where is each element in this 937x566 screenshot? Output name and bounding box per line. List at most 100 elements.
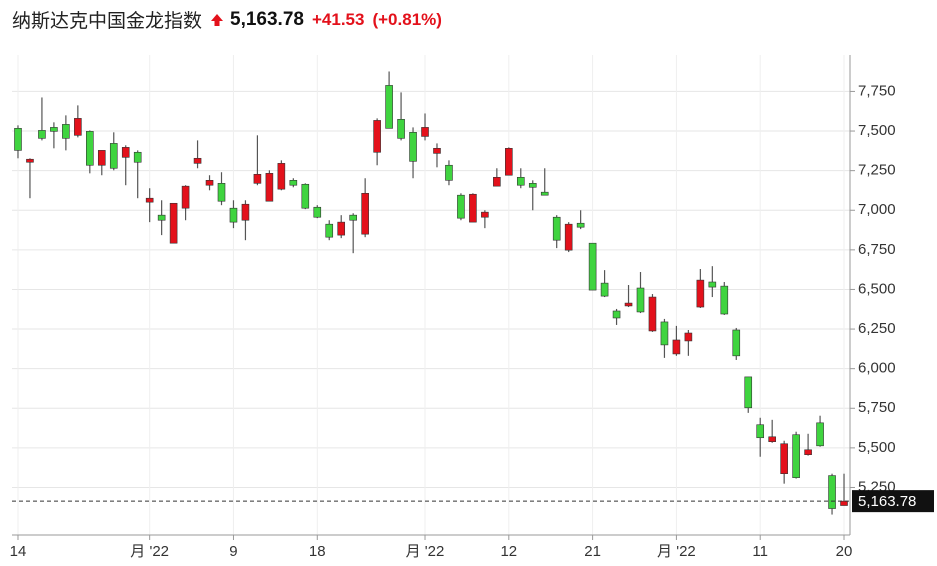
candle-body: [301, 183, 310, 209]
candle-body: [109, 143, 118, 169]
candle-body: [648, 296, 657, 332]
candle-body: [516, 176, 525, 186]
candle-body: [612, 310, 621, 319]
candle-body: [744, 376, 753, 409]
x-tick-label: 18: [309, 543, 326, 560]
y-tick-label: 6,750: [858, 241, 896, 258]
candle-body: [816, 422, 824, 447]
candle-body: [361, 192, 369, 235]
candle-body: [133, 151, 142, 163]
candle-body: [660, 321, 669, 346]
candle-body: [624, 302, 633, 307]
candle-body: [636, 287, 645, 313]
candle-body: [481, 211, 489, 218]
candle-body: [38, 130, 46, 139]
candle-body: [409, 132, 417, 162]
candle-body: [373, 120, 381, 153]
candle-body: [672, 339, 681, 355]
candle-body: [397, 119, 405, 139]
candle-body: [193, 157, 202, 164]
candle-body: [62, 124, 70, 139]
x-tick-label: 20: [836, 543, 853, 560]
change: +41.53: [311, 9, 365, 29]
x-tick-label: 月 '22: [130, 543, 169, 560]
candle-body: [121, 147, 130, 158]
candle-body: [540, 191, 549, 196]
candle-body: [289, 180, 298, 186]
x-tick-label: 11: [752, 543, 768, 560]
x-tick-label: 月 '22: [406, 543, 445, 560]
candle-body: [720, 285, 729, 315]
candle-body: [74, 118, 82, 136]
candle-body: [600, 282, 609, 297]
candle-body: [505, 148, 513, 176]
x-tick-label: 9: [229, 543, 237, 560]
y-tick-label: 6,500: [858, 280, 896, 297]
candle-body: [768, 436, 776, 442]
candle-body: [217, 183, 226, 202]
candle-body: [469, 193, 477, 223]
candle-body: [445, 164, 453, 181]
candle-body: [325, 223, 334, 238]
candle-body: [145, 197, 154, 203]
candle-body: [241, 203, 250, 221]
last-price-tag: [852, 490, 934, 513]
candle-body: [86, 131, 94, 166]
candle-body: [528, 183, 537, 188]
candle-body: [828, 475, 836, 509]
candle-body: [696, 279, 705, 308]
candle-body: [792, 434, 800, 478]
candle-body: [780, 443, 788, 474]
last-price-label: 5,163.78: [858, 493, 916, 510]
y-tick-label: 6,250: [858, 320, 896, 337]
header: 纳斯达克中国金龙指数 5,163.78 +41.53 (+0.81%): [12, 6, 442, 33]
candle-body: [277, 163, 286, 190]
candle-body: [169, 202, 178, 244]
candle-body: [229, 207, 238, 223]
candle-body: [457, 194, 465, 219]
candle-body: [840, 500, 848, 506]
x-tick-label: 14: [10, 543, 27, 560]
y-tick-label: 5,500: [858, 439, 896, 456]
candle-body: [313, 206, 322, 218]
y-tick-label: 5,750: [858, 399, 896, 416]
candle-body: [564, 223, 573, 251]
candle-body: [14, 128, 22, 151]
candle-body: [732, 329, 741, 357]
candle-body: [97, 150, 106, 166]
candle-body: [50, 127, 58, 132]
candle-body: [253, 173, 262, 184]
candle-body: [421, 127, 429, 137]
change-pct: (+0.81%): [372, 9, 442, 29]
candle-body: [588, 242, 597, 291]
x-tick-label: 12: [500, 543, 517, 560]
candle-body: [265, 173, 274, 202]
candle-body: [684, 332, 693, 342]
x-tick-label: 月 '22: [657, 543, 696, 560]
candle-body: [349, 214, 357, 221]
candle-body: [552, 216, 561, 241]
candle-body: [576, 222, 585, 228]
y-tick-label: 7,000: [858, 201, 896, 218]
y-tick-label: 7,500: [858, 122, 896, 139]
x-tick-label: 21: [584, 543, 601, 560]
y-tick-label: 6,000: [858, 360, 896, 377]
candle-body: [181, 185, 190, 209]
candle-body: [337, 221, 346, 236]
price: 5,163.78: [230, 8, 304, 30]
candle-body: [26, 158, 34, 163]
candle-body: [433, 148, 441, 154]
y-tick-label: 7,750: [858, 82, 896, 99]
y-tick-label: 7,250: [858, 162, 896, 179]
candle-body: [205, 180, 214, 186]
candle-body: [157, 214, 166, 221]
candle-body: [804, 449, 812, 455]
candle-body: [756, 424, 765, 439]
candle-body: [385, 85, 393, 129]
candle-body: [493, 176, 501, 187]
candle-body: [708, 281, 717, 288]
title: 纳斯达克中国金龙指数: [12, 11, 203, 32]
up-arrow: [211, 13, 224, 26]
